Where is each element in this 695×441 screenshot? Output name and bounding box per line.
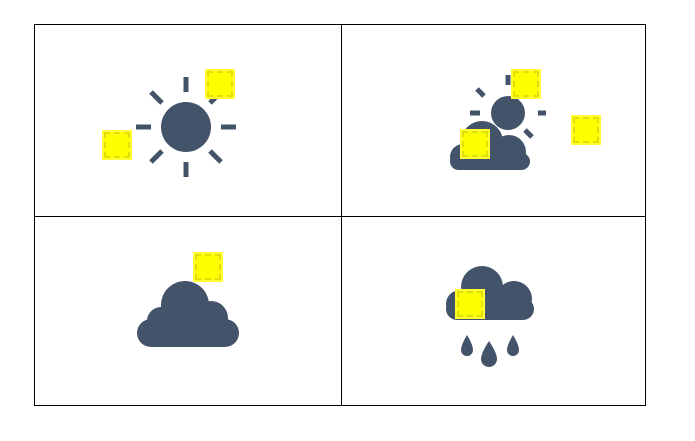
marker: [460, 129, 490, 159]
cell-sun: [35, 25, 341, 216]
cell-partly-cloudy: [342, 25, 648, 216]
cell-rain: [342, 217, 648, 408]
grid-divider-vertical: [341, 25, 342, 405]
cloud-icon: [137, 281, 239, 347]
marker: [193, 252, 223, 282]
rain-cloud-icon: [446, 266, 534, 367]
marker: [511, 69, 541, 99]
marker: [205, 69, 235, 99]
partly-cloudy-icon: [450, 75, 546, 170]
sun-icon: [136, 77, 236, 177]
marker: [455, 289, 485, 319]
weather-icon-grid: [34, 24, 646, 406]
marker: [102, 130, 132, 160]
grid-divider-horizontal: [35, 216, 645, 217]
marker: [571, 115, 601, 145]
cell-cloud: [35, 217, 341, 408]
